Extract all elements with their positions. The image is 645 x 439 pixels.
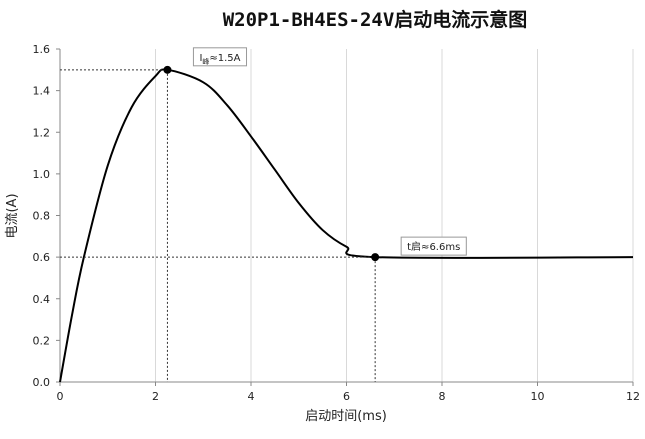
x-tick-label: 12	[626, 390, 640, 403]
annotation-box	[400, 236, 467, 256]
y-tick-label: 1.0	[33, 168, 51, 181]
y-axis-label: 电流(A)	[5, 193, 20, 238]
x-tick-label: 6	[343, 390, 350, 403]
annotation-text: t启≈6.6ms	[407, 240, 460, 253]
y-tick-label: 0.0	[33, 376, 51, 389]
y-tick-label: 1.2	[33, 126, 51, 139]
x-tick-label: 8	[439, 390, 446, 403]
chart-title: W20P1-BH4ES-24V启动电流示意图	[223, 8, 528, 31]
y-tick-label: 1.6	[33, 43, 51, 56]
line-series	[59, 68, 634, 383]
y-tick-label: 0.4	[33, 293, 51, 306]
x-tick-label: 4	[248, 390, 255, 403]
annotation-point	[163, 65, 172, 74]
x-axis-label: 启动时间(ms)	[305, 409, 387, 424]
y-tick-label: 0.8	[33, 210, 51, 223]
annotation-text-part: 峰	[202, 57, 209, 66]
x-tick-label: 0	[57, 390, 64, 403]
y-tick-label: 0.6	[33, 251, 51, 264]
x-tick-label: 10	[531, 390, 545, 403]
y-tick-label: 1.4	[33, 85, 51, 98]
annotation-text: I峰≈1.5A	[199, 53, 240, 66]
annotation-text-part: t启≈6.6ms	[407, 240, 460, 253]
y-tick-label: 0.2	[33, 334, 51, 347]
annotation-point	[371, 253, 380, 262]
annotation-box	[192, 47, 248, 67]
annotation-text-part: I	[199, 53, 202, 64]
x-tick-label: 2	[152, 390, 159, 403]
annotation-text-part: ≈1.5A	[209, 53, 240, 64]
